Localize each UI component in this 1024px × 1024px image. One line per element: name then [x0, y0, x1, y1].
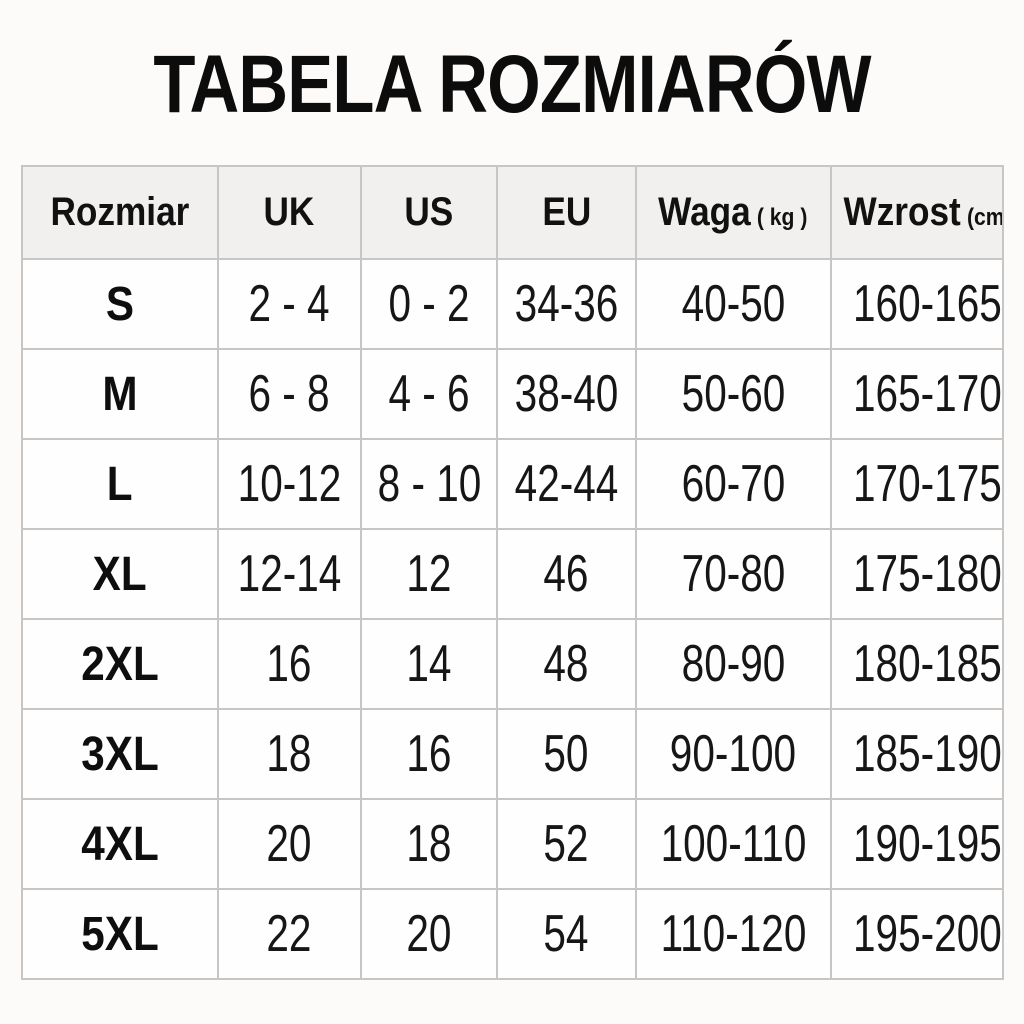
waga-cell: 60-70 [634, 438, 832, 530]
uk-cell: 12-14 [216, 528, 362, 620]
wzrost-cell: 190-195 [829, 798, 1004, 890]
table-row: XL 12-14 12 46 70-80 175-180 [20, 528, 1004, 620]
header-cell-wzrost: Wzrost(cm) [829, 165, 1004, 260]
uk-cell: 16 [216, 618, 362, 710]
table-row: L 10-12 8 - 10 42-44 60-70 170-175 [20, 438, 1004, 530]
uk-cell: 6 - 8 [216, 348, 362, 440]
header-cell-rozmiar: Rozmiar [20, 165, 219, 260]
waga-cell: 90-100 [634, 708, 832, 800]
waga-cell: 80-90 [634, 618, 832, 710]
size-cell: 5XL [20, 888, 219, 980]
table-row: S 2 - 4 0 - 2 34-36 40-50 160-165 [20, 258, 1004, 350]
eu-cell: 50 [496, 708, 637, 800]
header-cell-us: US [359, 165, 499, 260]
wzrost-cell: 170-175 [829, 438, 1004, 530]
header-row: Rozmiar UK US EU Waga( kg ) Wzrost(cm) [20, 165, 1004, 260]
wzrost-cell: 185-190 [829, 708, 1004, 800]
waga-cell: 110-120 [634, 888, 832, 980]
us-cell: 14 [359, 618, 499, 710]
eu-cell: 52 [496, 798, 637, 890]
header-label-eu: EU [541, 190, 591, 234]
size-cell: S [20, 258, 219, 350]
header-label-waga: Waga [658, 190, 752, 234]
uk-cell: 10-12 [216, 438, 362, 530]
table-row: 4XL 20 18 52 100-110 190-195 [20, 798, 1004, 890]
wzrost-cell: 180-185 [829, 618, 1004, 710]
header-label-uk: UK [263, 190, 315, 234]
eu-cell: 38-40 [496, 348, 637, 440]
table-row: M 6 - 8 4 - 6 38-40 50-60 165-170 [20, 348, 1004, 440]
header-cell-waga: Waga( kg ) [634, 165, 832, 260]
table-row: 2XL 16 14 48 80-90 180-185 [20, 618, 1004, 710]
eu-cell: 46 [496, 528, 637, 620]
header-unit-kg: ( kg ) [757, 204, 808, 231]
eu-cell: 54 [496, 888, 637, 980]
header-label-us: US [404, 190, 454, 234]
size-cell: 3XL [20, 708, 219, 800]
wzrost-cell: 175-180 [829, 528, 1004, 620]
header-cell-eu: EU [496, 165, 637, 260]
waga-cell: 50-60 [634, 348, 832, 440]
header-label-rozmiar: Rozmiar [50, 190, 190, 234]
eu-cell: 34-36 [496, 258, 637, 350]
table-row: 5XL 22 20 54 110-120 195-200 [20, 888, 1004, 980]
us-cell: 8 - 10 [359, 438, 499, 530]
uk-cell: 2 - 4 [216, 258, 362, 350]
us-cell: 12 [359, 528, 499, 620]
wzrost-cell: 160-165 [829, 258, 1004, 350]
header-label-wzrost: Wzrost [843, 190, 961, 234]
waga-cell: 100-110 [634, 798, 832, 890]
eu-cell: 48 [496, 618, 637, 710]
size-cell: 4XL [20, 798, 219, 890]
wzrost-cell: 165-170 [829, 348, 1004, 440]
us-cell: 16 [359, 708, 499, 800]
us-cell: 18 [359, 798, 499, 890]
table-row: 3XL 18 16 50 90-100 185-190 [20, 708, 1004, 800]
uk-cell: 22 [216, 888, 362, 980]
table-header: Rozmiar UK US EU Waga( kg ) Wzrost(cm) [20, 165, 1004, 260]
wzrost-cell: 195-200 [829, 888, 1004, 980]
size-cell: XL [20, 528, 219, 620]
us-cell: 20 [359, 888, 499, 980]
us-cell: 4 - 6 [359, 348, 499, 440]
page-title: TABELA ROZMIARÓW [153, 39, 871, 130]
eu-cell: 42-44 [496, 438, 637, 530]
size-cell: 2XL [20, 618, 219, 710]
waga-cell: 40-50 [634, 258, 832, 350]
header-cell-uk: UK [216, 165, 362, 260]
uk-cell: 18 [216, 708, 362, 800]
uk-cell: 20 [216, 798, 362, 890]
header-unit-cm: (cm) [966, 204, 1003, 231]
us-cell: 0 - 2 [359, 258, 499, 350]
size-chart-table: Rozmiar UK US EU Waga( kg ) Wzrost(cm) S… [20, 165, 1004, 980]
waga-cell: 70-80 [634, 528, 832, 620]
size-cell: L [20, 438, 219, 530]
table-body: S 2 - 4 0 - 2 34-36 40-50 160-165 M 6 - … [20, 258, 1004, 980]
size-cell: M [20, 348, 219, 440]
